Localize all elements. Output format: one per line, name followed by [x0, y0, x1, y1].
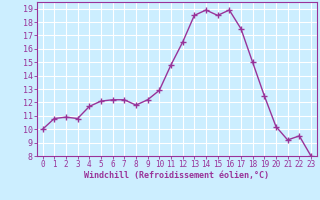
X-axis label: Windchill (Refroidissement éolien,°C): Windchill (Refroidissement éolien,°C) [84, 171, 269, 180]
